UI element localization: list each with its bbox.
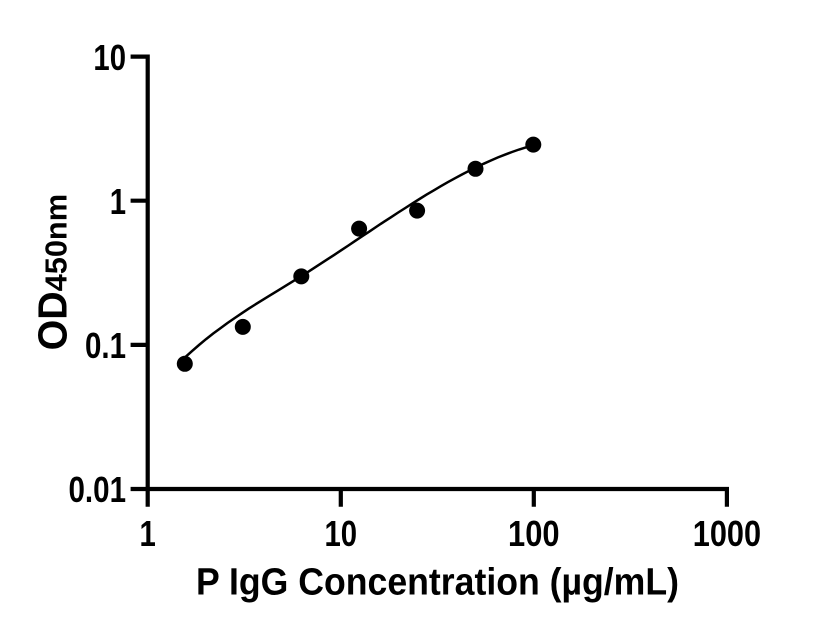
svg-text:1000: 1000 xyxy=(693,513,761,554)
svg-text:0.1: 0.1 xyxy=(85,325,126,366)
svg-text:1: 1 xyxy=(140,513,156,554)
svg-text:100: 100 xyxy=(508,513,560,554)
svg-text:1: 1 xyxy=(110,181,126,222)
svg-text:0.01: 0.01 xyxy=(69,469,127,510)
svg-text:P IgG Concentration (µg/mL): P IgG Concentration (µg/mL) xyxy=(196,562,679,604)
svg-text:OD450nm: OD450nm xyxy=(30,194,76,351)
svg-text:10: 10 xyxy=(325,513,358,554)
svg-text:10: 10 xyxy=(93,37,126,78)
